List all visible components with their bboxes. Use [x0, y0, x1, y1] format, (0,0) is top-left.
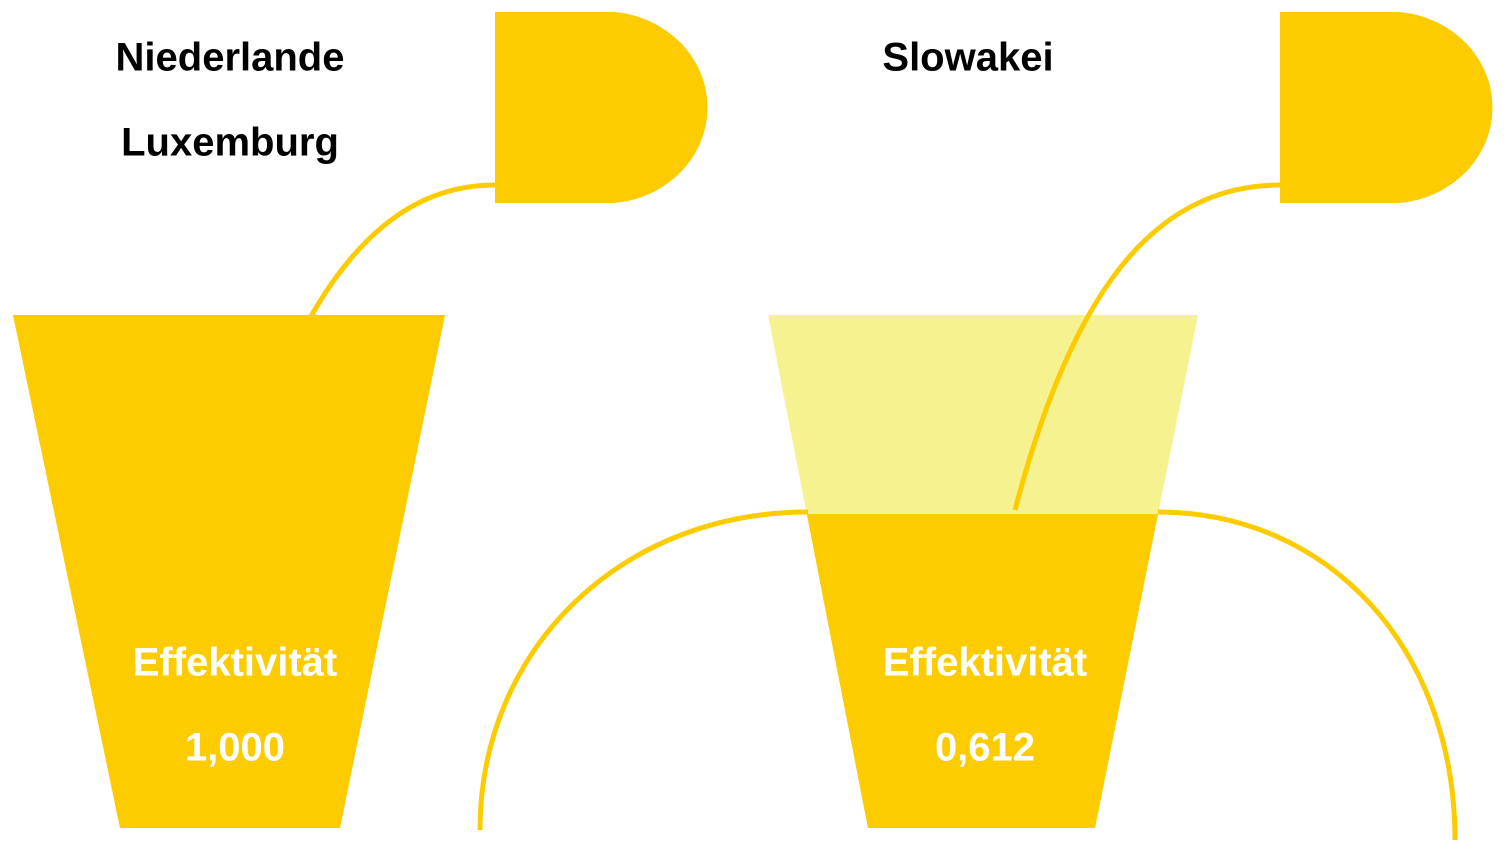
funnels	[13, 182, 1281, 828]
country-label: Luxemburg	[121, 121, 339, 165]
pendant	[1280, 12, 1493, 203]
connector	[307, 182, 496, 320]
metric-label: Effektivität	[883, 641, 1088, 685]
value-label: 0,612	[935, 726, 1035, 770]
country-label: Slowakei	[882, 36, 1053, 80]
metric-label: Effektivität	[133, 641, 338, 685]
panel	[1280, 12, 1493, 203]
value-label: 1,000	[185, 726, 285, 770]
texts: Niederlande Luxemburg Effektivität 1,000 Slo…	[116, 36, 1088, 770]
arc	[477, 509, 809, 831]
panel	[307, 12, 708, 320]
arc	[1157, 509, 1458, 841]
overlay	[477, 509, 1458, 841]
funnel-fill	[13, 315, 445, 828]
connector	[1012, 182, 1281, 511]
pendant	[495, 12, 708, 203]
funnel-fill	[806, 514, 1159, 828]
country-label: Niederlande	[116, 36, 345, 80]
